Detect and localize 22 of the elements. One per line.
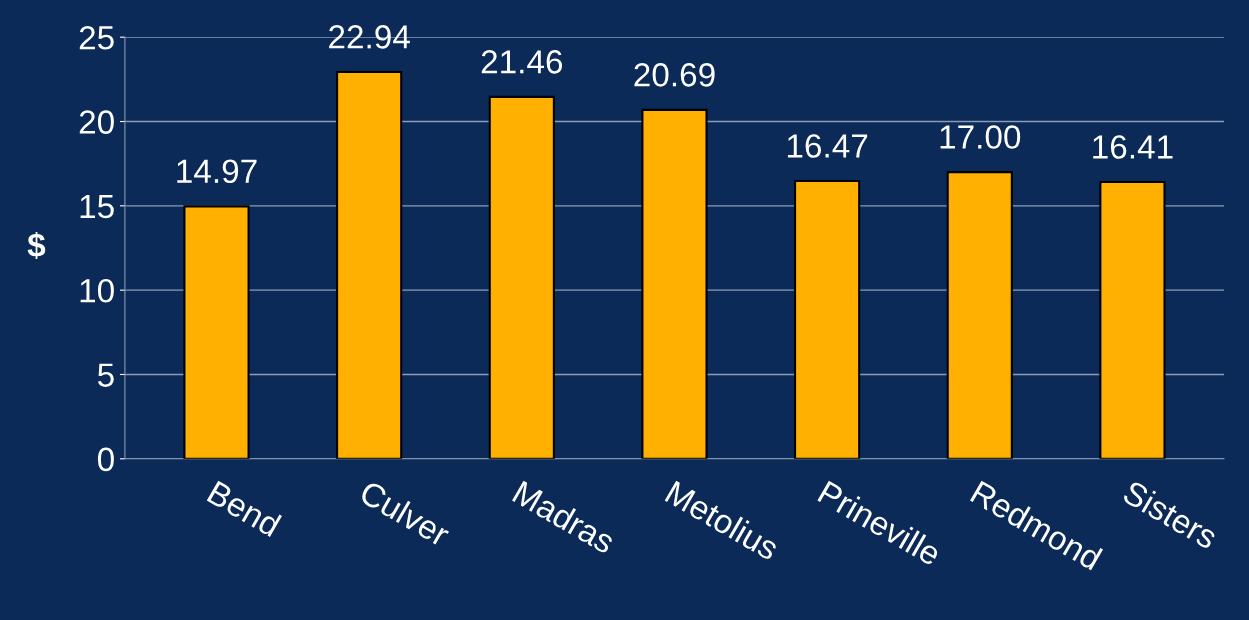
bar [641, 108, 708, 459]
data-label: 14.97 [177, 159, 257, 184]
bar [336, 70, 403, 459]
y-tick-label: 5 [97, 363, 114, 387]
y-tick-label: 15 [80, 194, 114, 219]
y-tick-label: 10 [80, 278, 114, 303]
bar [946, 171, 1013, 459]
y-axis-title: $ [27, 231, 46, 260]
y-tick-label: 20 [79, 110, 114, 134]
data-label: 20.69 [634, 63, 715, 87]
data-label: 16.47 [787, 134, 868, 158]
bar [488, 95, 555, 459]
data-label: 22.94 [329, 25, 410, 49]
y-tick-label: 0 [97, 447, 114, 472]
data-label: 17.00 [940, 125, 1021, 149]
bar [183, 205, 250, 459]
y-tick-label: 25 [79, 26, 114, 50]
bar [794, 180, 861, 459]
bar [1099, 181, 1166, 459]
x-tick-label: Bend [206, 479, 283, 538]
data-label: 21.46 [481, 50, 563, 74]
data-label: 16.41 [1093, 135, 1173, 159]
